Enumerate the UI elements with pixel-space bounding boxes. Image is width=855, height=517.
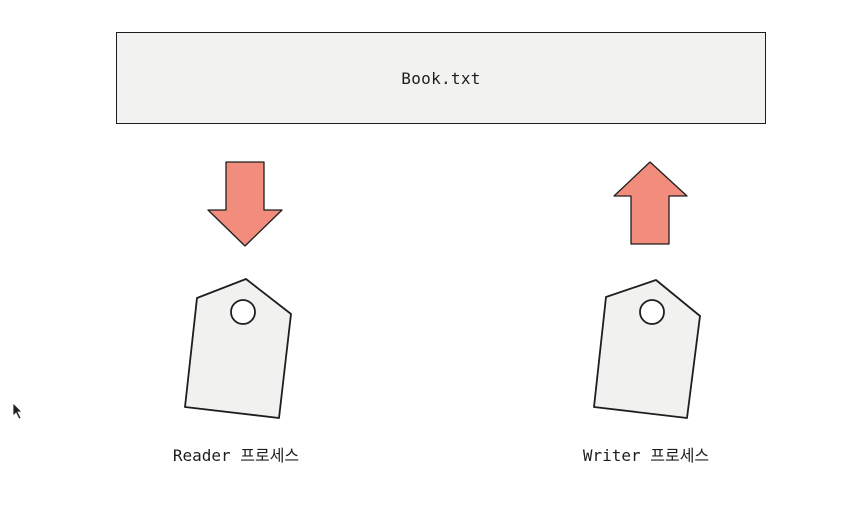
reader-tag-icon bbox=[184, 278, 292, 419]
writer-process-label: Writer 프로세스 bbox=[582, 446, 710, 465]
arrow-down-icon bbox=[207, 161, 283, 247]
mouse-pointer-icon bbox=[12, 402, 23, 420]
writer-tag-icon bbox=[593, 279, 701, 419]
arrow-up-icon bbox=[613, 161, 688, 245]
reader-process-label: Reader 프로세스 bbox=[172, 446, 300, 465]
file-box: Book.txt bbox=[116, 32, 766, 124]
file-label: Book.txt bbox=[401, 68, 481, 88]
